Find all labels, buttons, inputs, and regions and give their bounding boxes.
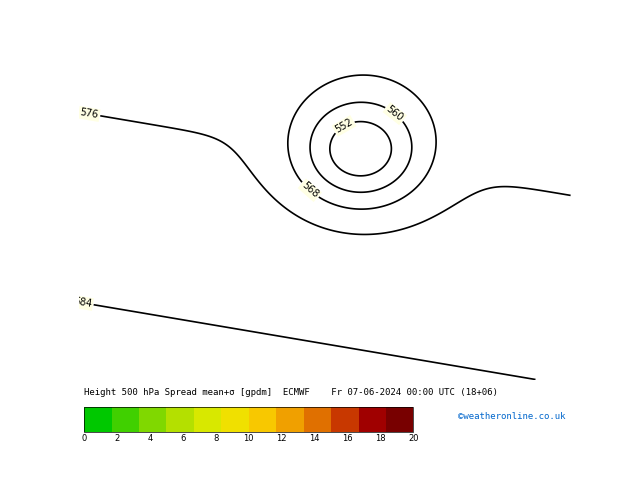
FancyBboxPatch shape bbox=[331, 407, 358, 432]
Text: 18: 18 bbox=[375, 435, 385, 443]
Text: 20: 20 bbox=[408, 435, 418, 443]
Text: ©weatheronline.co.uk: ©weatheronline.co.uk bbox=[458, 412, 566, 421]
Text: 2: 2 bbox=[115, 435, 120, 443]
FancyBboxPatch shape bbox=[249, 407, 276, 432]
FancyBboxPatch shape bbox=[304, 407, 331, 432]
FancyBboxPatch shape bbox=[221, 407, 249, 432]
Text: 12: 12 bbox=[276, 435, 287, 443]
Text: 552: 552 bbox=[333, 117, 354, 135]
Text: 576: 576 bbox=[79, 107, 99, 121]
FancyBboxPatch shape bbox=[276, 407, 304, 432]
Text: 6: 6 bbox=[180, 435, 186, 443]
Text: 4: 4 bbox=[147, 435, 153, 443]
FancyBboxPatch shape bbox=[84, 407, 112, 432]
FancyBboxPatch shape bbox=[167, 407, 194, 432]
Text: 568: 568 bbox=[299, 180, 320, 200]
Text: 10: 10 bbox=[243, 435, 254, 443]
Text: 0: 0 bbox=[82, 435, 87, 443]
Text: 8: 8 bbox=[213, 435, 219, 443]
FancyBboxPatch shape bbox=[194, 407, 221, 432]
Text: Height 500 hPa Spread mean+σ [gpdm]  ECMWF    Fr 07-06-2024 00:00 UTC (18+06): Height 500 hPa Spread mean+σ [gpdm] ECMW… bbox=[84, 388, 498, 397]
FancyBboxPatch shape bbox=[358, 407, 386, 432]
FancyBboxPatch shape bbox=[139, 407, 167, 432]
Text: 560: 560 bbox=[384, 104, 405, 123]
Text: 14: 14 bbox=[309, 435, 320, 443]
Text: 584: 584 bbox=[72, 296, 93, 309]
FancyBboxPatch shape bbox=[112, 407, 139, 432]
FancyBboxPatch shape bbox=[386, 407, 413, 432]
Text: 16: 16 bbox=[342, 435, 353, 443]
